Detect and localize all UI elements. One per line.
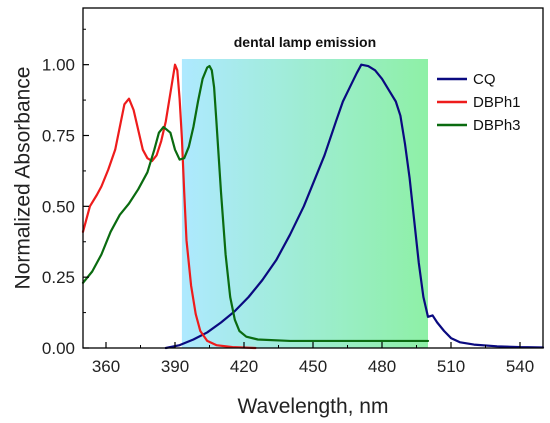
x-tick-label: 450 xyxy=(299,357,327,376)
x-tick-label: 360 xyxy=(92,357,120,376)
legend-label-dbph3: DBPh3 xyxy=(473,117,521,134)
series-line-dbph1 xyxy=(81,63,257,350)
axes-layer: 360 390 420 450 480 510 540 0.00 0.25 0.50 0.75 1.0… xyxy=(42,7,544,376)
x-tick-label: 480 xyxy=(368,357,396,376)
x-tick-label: 390 xyxy=(161,357,189,376)
series-line-dbph3 xyxy=(81,64,430,343)
x-axis-title: Wavelength, nm xyxy=(238,395,389,418)
x-tick-label: 540 xyxy=(506,357,534,376)
legend-label-dbph1: DBPh1 xyxy=(473,94,521,111)
series-line-cq xyxy=(164,63,545,350)
lamp-emission-label: dental lamp emission xyxy=(234,34,376,50)
y-axis-title: Normalized Absorbance xyxy=(11,67,34,290)
y-tick-label: 0.00 xyxy=(42,339,75,358)
y-tick-label: 0.75 xyxy=(42,127,75,146)
legend-label-cq: CQ xyxy=(473,71,496,88)
x-tick-label: 510 xyxy=(437,357,465,376)
y-tick-label: 0.50 xyxy=(42,197,75,216)
legend: CQ DBPh1 DBPh3 xyxy=(437,71,521,134)
x-tick-label: 420 xyxy=(230,357,258,376)
series-layer xyxy=(81,63,545,350)
y-tick-label: 0.25 xyxy=(42,268,75,287)
y-tick-label: 1.00 xyxy=(42,56,75,75)
